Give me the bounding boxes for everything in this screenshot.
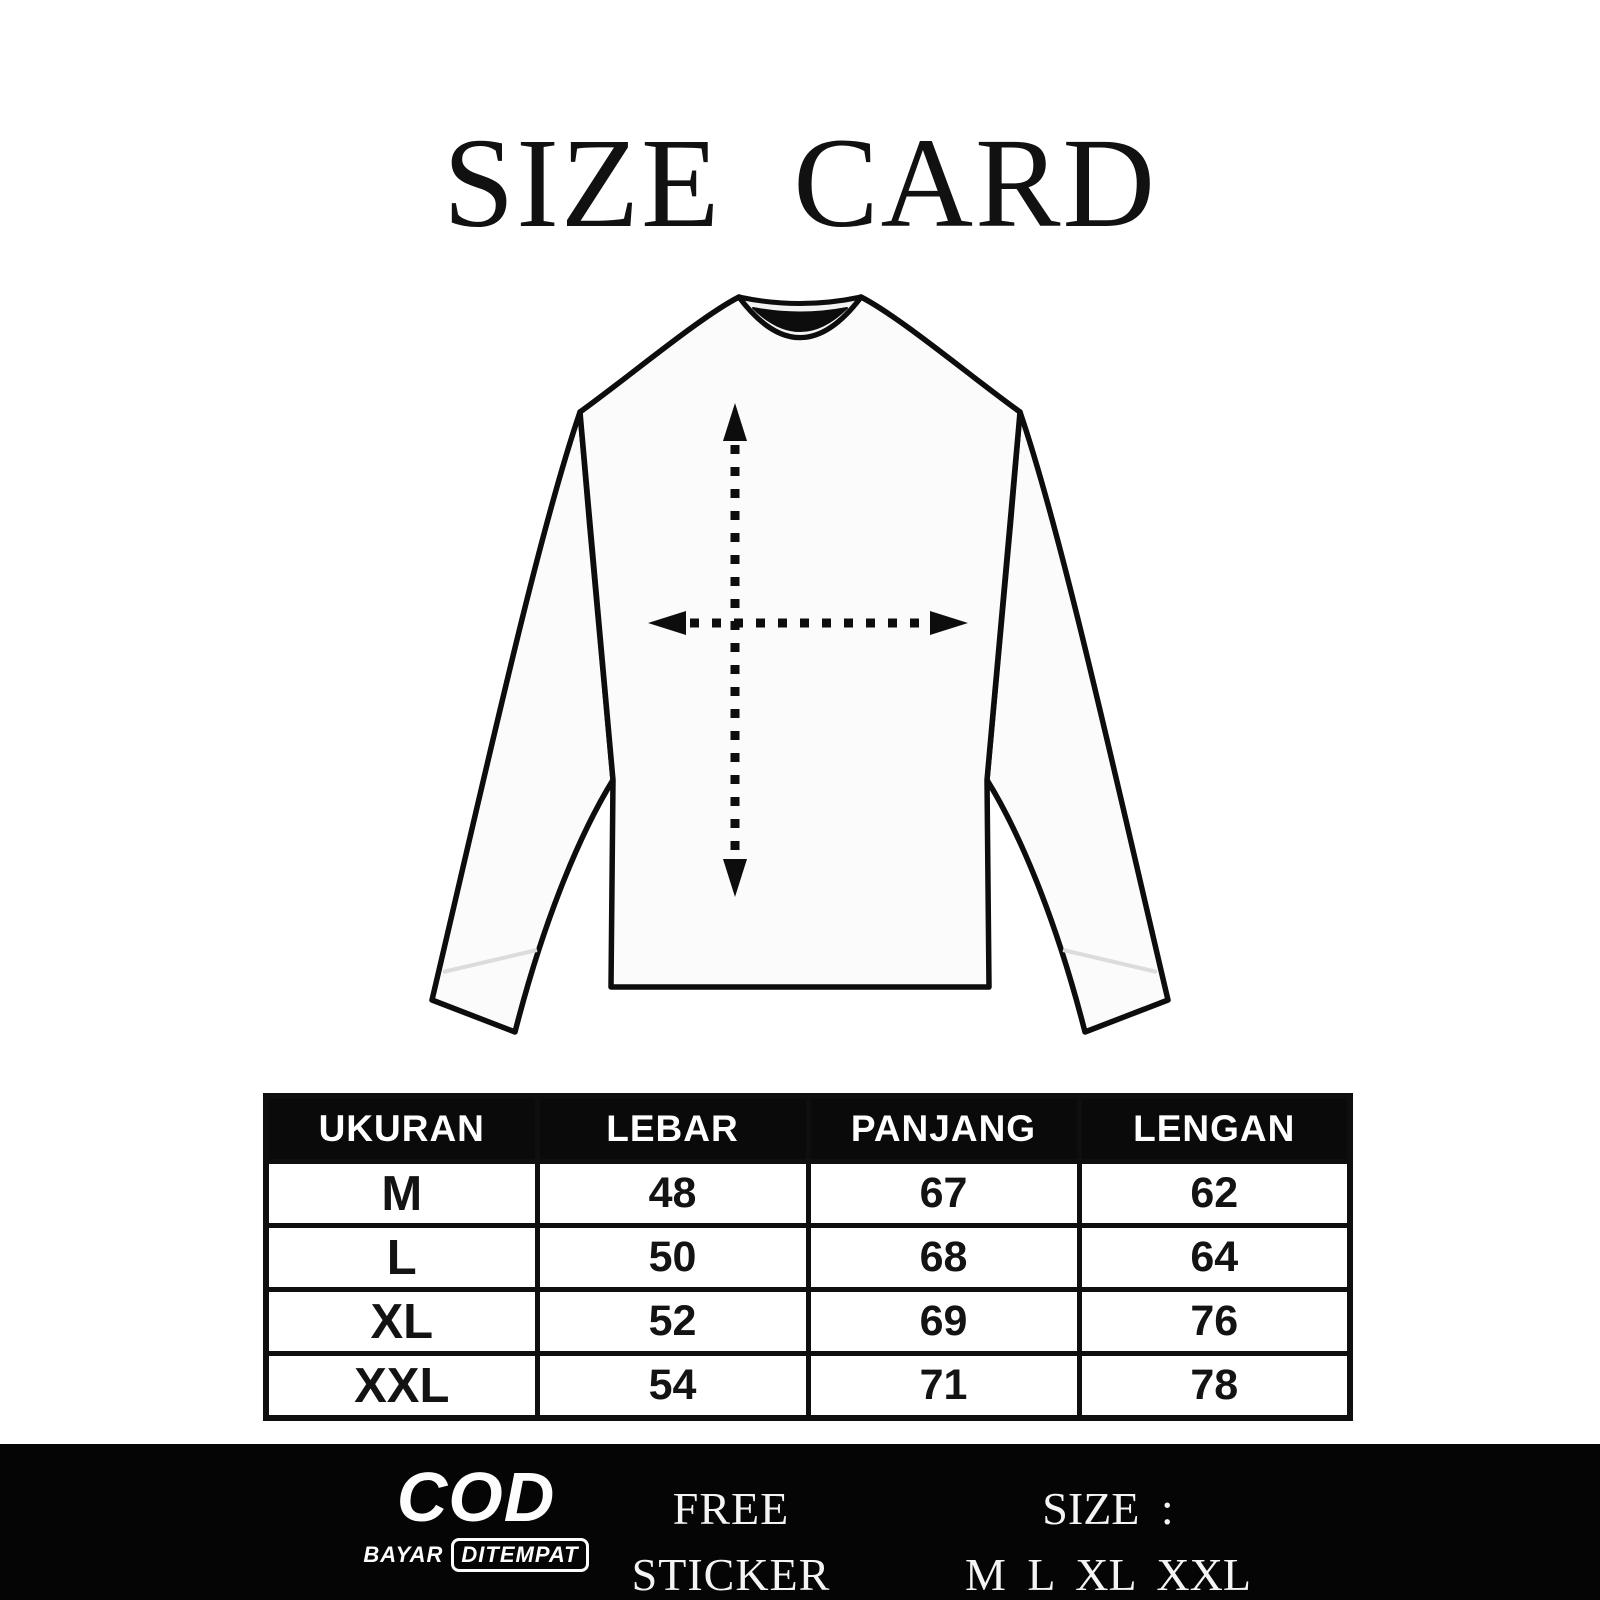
col-header-lebar: LEBAR xyxy=(534,1093,811,1164)
width-measure-arrow-icon xyxy=(648,611,968,635)
cell-lebar: 52 xyxy=(534,1287,811,1356)
footer-bar: COD BAYAR DITEMPAT FREE STICKER SIZE : M… xyxy=(0,1444,1600,1600)
cell-panjang: 71 xyxy=(805,1351,1082,1421)
col-header-panjang: PANJANG xyxy=(805,1093,1082,1164)
cell-size: L xyxy=(263,1223,540,1292)
cell-size: M xyxy=(263,1159,540,1228)
cod-bayar-label: BAYAR xyxy=(363,1542,444,1567)
col-header-lengan: LENGAN xyxy=(1076,1093,1353,1164)
sticker-line: STICKER xyxy=(631,1549,831,1600)
cell-panjang: 67 xyxy=(805,1159,1082,1228)
size-table-header-row: UKURAN LEBAR PANJANG LENGAN xyxy=(263,1093,1353,1164)
col-header-ukuran: UKURAN xyxy=(263,1093,540,1164)
cell-panjang: 69 xyxy=(805,1287,1082,1356)
size-label: SIZE : xyxy=(1042,1483,1174,1534)
free-sticker-label: FREE STICKER xyxy=(631,1476,831,1600)
cod-logo-text: COD xyxy=(396,1458,556,1536)
table-row-xl: XL 52 69 76 xyxy=(263,1287,1353,1356)
cell-lengan: 62 xyxy=(1076,1159,1353,1228)
page-title: SIZE CARD xyxy=(443,112,1157,254)
cell-lengan: 78 xyxy=(1076,1351,1353,1421)
cell-lebar: 54 xyxy=(534,1351,811,1421)
cod-tagline: BAYAR DITEMPAT xyxy=(363,1538,589,1572)
table-row-xxl: XXL 54 71 78 xyxy=(263,1351,1353,1421)
table-row-l: L 50 68 64 xyxy=(263,1223,1353,1292)
cell-panjang: 68 xyxy=(805,1223,1082,1292)
cod-logo: COD BAYAR DITEMPAT xyxy=(363,1458,589,1572)
cell-lebar: 50 xyxy=(534,1223,811,1292)
size-options-list: M L XL XXL xyxy=(965,1549,1251,1600)
length-measure-arrow-icon xyxy=(723,403,747,897)
right-cuff-line xyxy=(1062,948,1158,974)
size-options: SIZE : M L XL XXL xyxy=(958,1476,1258,1600)
cell-size: XXL xyxy=(263,1351,540,1421)
cell-lengan: 76 xyxy=(1076,1287,1353,1356)
free-line: FREE xyxy=(672,1483,790,1534)
shirt-body xyxy=(577,294,1023,990)
left-cuff-line xyxy=(442,948,538,974)
cell-lebar: 48 xyxy=(534,1159,811,1228)
cell-lengan: 64 xyxy=(1076,1223,1353,1292)
shirt-collar-opening xyxy=(752,307,848,332)
size-table: UKURAN LEBAR PANJANG LENGAN M 48 67 62 L… xyxy=(263,1093,1353,1421)
table-row-m: M 48 67 62 xyxy=(263,1159,1353,1228)
cod-ditempat-badge: DITEMPAT xyxy=(451,1538,589,1572)
shirt-diagram xyxy=(429,294,1171,1035)
cell-size: XL xyxy=(263,1287,540,1356)
